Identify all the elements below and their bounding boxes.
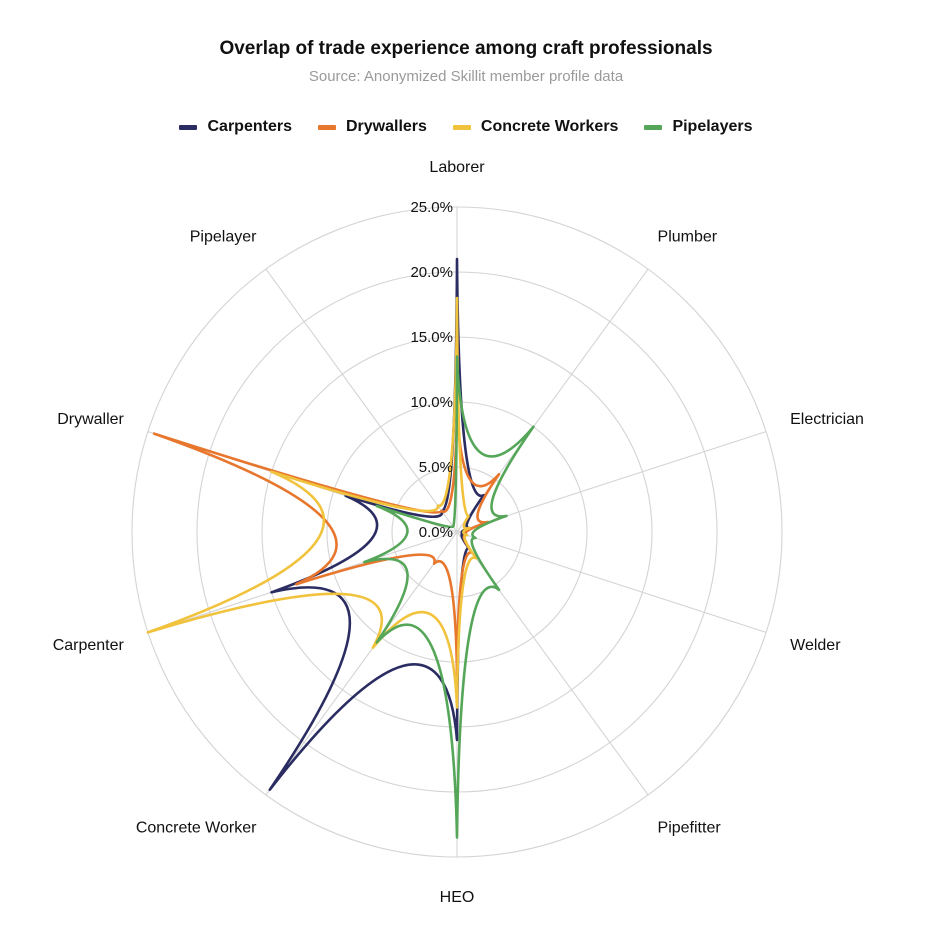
radial-tick-label: 0.0% xyxy=(419,524,453,541)
radial-tick-label: 10.0% xyxy=(410,394,453,411)
category-label: Welder xyxy=(790,637,841,654)
chart-legend: Carpenters Drywallers Concrete Workers P… xyxy=(0,118,932,136)
legend-label: Carpenters xyxy=(207,118,292,135)
legend-swatch xyxy=(644,124,663,130)
legend-item-concrete-workers[interactable]: Concrete Workers xyxy=(452,118,619,136)
series-line-drywallers[interactable] xyxy=(152,400,501,677)
legend-label: Pipelayers xyxy=(672,118,753,135)
radial-tick-label: 5.0% xyxy=(419,459,453,476)
legend-label: Concrete Workers xyxy=(480,118,619,135)
category-label: Plumber xyxy=(658,229,718,246)
radial-tick-label: 25.0% xyxy=(410,199,453,216)
category-label: Laborer xyxy=(429,159,485,176)
legend-item-carpenters[interactable]: Carpenters xyxy=(179,118,292,136)
series-line-pipelayers[interactable] xyxy=(363,355,535,839)
category-labels: Laborer Plumber Electrician Welder Pipefitte… xyxy=(53,159,864,906)
legend-swatch xyxy=(317,124,336,130)
series-line-concrete-workers[interactable] xyxy=(146,296,478,709)
category-label: Pipefitter xyxy=(658,819,722,836)
chart-title: Overlap of trade experience among craft … xyxy=(219,38,713,59)
series-line-carpenters[interactable] xyxy=(268,257,485,791)
category-label: Carpenter xyxy=(53,637,125,654)
radial-tick-label: 15.0% xyxy=(410,329,453,346)
radar-series xyxy=(146,257,535,839)
chart-subtitle: Source: Anonymized Skillit member profil… xyxy=(308,68,624,85)
grid-spoke xyxy=(265,268,458,533)
grid-spoke xyxy=(265,531,458,796)
category-label: Pipelayer xyxy=(190,229,257,246)
legend-swatch xyxy=(452,124,471,130)
legend-swatch xyxy=(179,124,198,130)
grid-spoke xyxy=(456,531,767,633)
radial-tick-labels: 0.0% 5.0% 10.0% 15.0% 20.0% 25.0% xyxy=(410,199,453,541)
legend-item-pipelayers[interactable]: Pipelayers xyxy=(644,118,753,136)
legend-label: Drywallers xyxy=(345,118,427,135)
legend-item-drywallers[interactable]: Drywallers xyxy=(317,118,427,136)
category-label: Electrician xyxy=(790,411,864,428)
radial-tick-label: 20.0% xyxy=(410,264,453,281)
category-label: Drywaller xyxy=(57,411,124,428)
category-label: Concrete Worker xyxy=(136,819,257,836)
category-label: HEO xyxy=(440,889,475,906)
grid-spoke xyxy=(456,431,767,533)
